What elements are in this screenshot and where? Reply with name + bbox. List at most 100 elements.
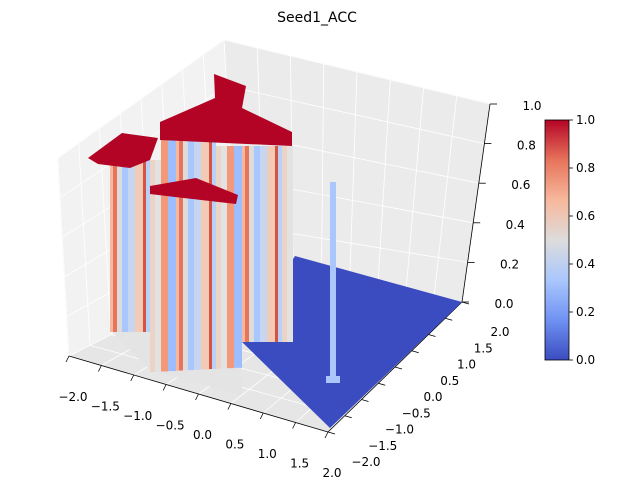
surface-wall-stripe xyxy=(128,160,135,332)
surface-wall-stripe xyxy=(245,146,249,342)
surface-wall-stripe xyxy=(201,127,209,370)
gridline-y-back xyxy=(57,157,70,357)
colorbar-body xyxy=(544,119,570,361)
plateau-mid xyxy=(150,178,238,204)
colorbar-tick-label: 0.6 xyxy=(576,209,595,223)
x-tick-mark xyxy=(195,393,199,401)
z-axis-line xyxy=(461,103,491,303)
gridline-x-back xyxy=(320,63,325,283)
x-tick-label: 2.0 xyxy=(322,466,341,480)
surface-wall-stripe xyxy=(161,139,168,372)
colorbar-tick-label: 0.8 xyxy=(576,161,595,175)
x-tick-label: −0.5 xyxy=(156,419,185,433)
z-tick-label: 0.6 xyxy=(511,178,530,192)
surface-spike xyxy=(330,182,336,380)
x-tick-mark xyxy=(324,431,329,439)
colorbar-tick-labels: 0.0 0.2 0.4 0.6 0.8 1.0 xyxy=(569,113,595,367)
surface-wall-stripe xyxy=(216,146,221,369)
surface-wall-stripe xyxy=(242,146,245,342)
y-tick-mark xyxy=(361,399,369,402)
x-tick-mark xyxy=(130,374,135,382)
surface-wall-stripe xyxy=(150,160,155,372)
y-tick-label: 1.0 xyxy=(457,358,476,372)
y-tick-label: 2.0 xyxy=(490,325,509,339)
z-tick-label: 0.2 xyxy=(500,257,519,271)
surface-wall-stripe xyxy=(234,146,242,368)
y-tick-label: −1.5 xyxy=(368,439,397,453)
z-tick-labels: 0.0 0.2 0.4 0.6 0.8 1.0 xyxy=(462,99,542,311)
colorbar-tick-label: 0.4 xyxy=(576,257,595,271)
gridline-y-back xyxy=(78,143,91,346)
colorbar-tick-label: 0.2 xyxy=(576,305,595,319)
surface-wall-stripe xyxy=(260,146,267,342)
surface-wall-stripe xyxy=(278,146,282,342)
z-tick-label: 0.4 xyxy=(506,218,525,232)
z-tick-label: 0.0 xyxy=(494,297,513,311)
gridline-z-left xyxy=(57,39,225,159)
z-tick-label: 0.8 xyxy=(517,139,536,153)
y-tick-label: 0.5 xyxy=(440,374,459,388)
surface-wall-stripe xyxy=(183,133,188,371)
y-tick-mark xyxy=(394,366,403,370)
x-tick-label: 1.0 xyxy=(258,447,277,461)
surface-wall-stripe xyxy=(287,146,293,342)
y-tick-mark xyxy=(411,350,419,354)
surface-wall-stripe xyxy=(275,146,278,342)
gridline-z xyxy=(223,39,491,105)
plateau-left xyxy=(88,133,158,168)
surface-wall-stripe xyxy=(135,160,143,332)
colorbar: 0.0 0.2 0.4 0.6 0.8 1.0 xyxy=(544,113,595,367)
surface-wall-stripe xyxy=(155,160,161,372)
plateau-back xyxy=(160,74,292,146)
surface-wall-stripe xyxy=(146,160,150,332)
surface-wall-stripe xyxy=(117,160,122,332)
surface-wall-stripe xyxy=(212,124,216,369)
x-tick-label: −2.0 xyxy=(58,390,87,404)
x-tick-label: 0.0 xyxy=(193,428,212,442)
surface-wall-stripe xyxy=(249,146,254,342)
floor-surface xyxy=(240,256,462,428)
x-tick-mark xyxy=(292,422,296,429)
x-tick-mark xyxy=(259,412,264,420)
gridline-x-back xyxy=(433,95,458,299)
surface-wall-stripe xyxy=(194,129,201,370)
y-tick-label: −2.0 xyxy=(351,455,380,469)
y-tick-mark xyxy=(378,382,386,386)
z-tick-label: 1.0 xyxy=(522,99,541,113)
x-tick-mark xyxy=(162,384,167,391)
x-tick-mark xyxy=(98,365,102,372)
surface-wall-stripe xyxy=(110,160,113,332)
surface-wall-stripe xyxy=(168,137,176,372)
surface xyxy=(88,74,462,428)
surface-wall-stripe xyxy=(282,146,287,342)
y-tick-labels: −2.0 −1.5 −1.0 −0.5 0.0 0.5 1.0 1.5 2.0 xyxy=(327,301,510,469)
x-tick-label: 0.5 xyxy=(225,438,244,452)
y-tick-mark xyxy=(344,415,352,419)
surface-wall-stripe xyxy=(179,134,183,371)
gridline-x-back xyxy=(377,79,391,291)
y-tick-label: 1.5 xyxy=(474,341,493,355)
y-tick-label: −1.0 xyxy=(385,423,414,437)
gridline-z xyxy=(226,85,485,144)
x-tick-label: −1.0 xyxy=(123,409,152,423)
surface-wall-stripe xyxy=(267,146,275,342)
y-tick-mark xyxy=(327,431,336,435)
surface-wall-stripe xyxy=(209,125,212,370)
surface-spike-base xyxy=(326,376,340,383)
surface-wall-stripe xyxy=(176,135,179,371)
x-tick-label: 1.5 xyxy=(290,457,309,471)
y-tick-label: 0.0 xyxy=(423,390,442,404)
chart-title: Seed1_ACC xyxy=(277,10,357,26)
surface-wall-stripe xyxy=(122,160,128,332)
y-tick-mark xyxy=(428,334,436,337)
y-tick-label: −0.5 xyxy=(402,406,431,420)
x-tick-mark xyxy=(227,403,232,410)
x-tick-label: −1.5 xyxy=(91,400,120,414)
gridline-x-back xyxy=(349,71,358,287)
surface-wall-stripe xyxy=(221,146,227,369)
y-tick-mark xyxy=(445,317,453,321)
colorbar-tick-label: 0.0 xyxy=(576,353,595,367)
surface-wall-stripe xyxy=(113,160,117,332)
surface-wall-stripe xyxy=(143,160,146,332)
